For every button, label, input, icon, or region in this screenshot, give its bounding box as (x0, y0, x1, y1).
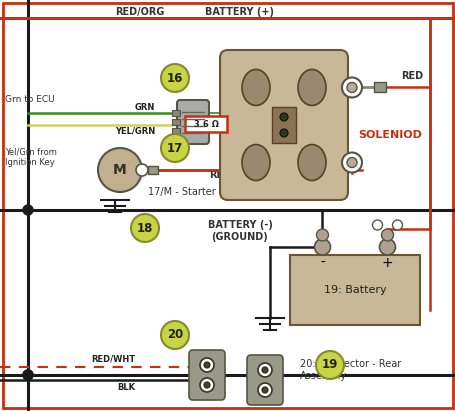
Text: YEL/GRN: YEL/GRN (115, 127, 155, 136)
FancyBboxPatch shape (247, 355, 283, 405)
Text: BLK: BLK (117, 383, 135, 393)
Bar (172, 119, 180, 125)
Text: 16: 16 (167, 72, 183, 85)
Circle shape (200, 358, 213, 372)
Text: BATTERY (+): BATTERY (+) (205, 7, 274, 17)
Circle shape (23, 370, 33, 380)
Text: SOLENIOD: SOLENIOD (357, 130, 421, 140)
Circle shape (316, 229, 328, 241)
Ellipse shape (298, 145, 325, 180)
Circle shape (136, 164, 148, 176)
Text: GRN: GRN (134, 102, 155, 111)
Bar (172, 128, 180, 134)
Circle shape (200, 378, 213, 392)
Circle shape (203, 382, 210, 388)
FancyBboxPatch shape (219, 50, 347, 200)
FancyBboxPatch shape (177, 100, 208, 144)
Circle shape (346, 83, 356, 92)
Ellipse shape (298, 69, 325, 106)
Text: RED: RED (208, 170, 231, 180)
Ellipse shape (242, 69, 269, 106)
Text: +: + (381, 256, 393, 270)
Circle shape (203, 362, 210, 368)
Circle shape (258, 383, 271, 397)
Text: BATTERY (-)
(GROUND): BATTERY (-) (GROUND) (207, 220, 272, 242)
Circle shape (279, 113, 288, 121)
Circle shape (279, 129, 288, 137)
Circle shape (98, 148, 142, 192)
Text: RED/ORG: RED/ORG (115, 7, 164, 17)
Circle shape (258, 363, 271, 377)
Circle shape (161, 64, 188, 92)
Circle shape (346, 157, 356, 168)
Circle shape (161, 321, 188, 349)
Circle shape (314, 239, 330, 255)
Bar (172, 110, 180, 116)
Text: 19: 19 (321, 358, 338, 372)
Text: Yel/Grn from
Ignition Key: Yel/Grn from Ignition Key (5, 147, 57, 167)
Text: 20: Connector - Rear
Assembly: 20: Connector - Rear Assembly (299, 359, 400, 381)
Circle shape (262, 367, 268, 373)
Circle shape (372, 220, 382, 230)
Circle shape (341, 152, 361, 173)
Circle shape (341, 78, 361, 97)
Circle shape (131, 214, 159, 242)
Circle shape (161, 134, 188, 162)
Text: Grn to ECU: Grn to ECU (5, 95, 55, 104)
Bar (185, 116, 227, 132)
Bar (271, 107, 295, 143)
Text: M: M (113, 163, 126, 177)
Bar (289, 255, 419, 325)
Text: 20: 20 (167, 328, 183, 342)
Circle shape (379, 239, 394, 255)
Circle shape (381, 229, 393, 241)
Text: 17/M - Starter Motor: 17/M - Starter Motor (148, 187, 247, 197)
Circle shape (262, 387, 268, 393)
Bar (148, 166, 157, 174)
Bar (373, 83, 385, 92)
Circle shape (392, 220, 402, 230)
Text: 18: 18 (136, 222, 153, 235)
Text: 17: 17 (167, 141, 183, 155)
Circle shape (315, 351, 343, 379)
FancyBboxPatch shape (188, 350, 224, 400)
Text: 19: Battery: 19: Battery (323, 285, 385, 295)
Circle shape (23, 370, 33, 380)
Text: -: - (319, 256, 324, 270)
Circle shape (23, 205, 33, 215)
Ellipse shape (242, 145, 269, 180)
Text: 3.6 Ω: 3.6 Ω (193, 120, 218, 129)
Text: RED/WHT: RED/WHT (91, 355, 135, 363)
Text: RED: RED (400, 72, 422, 81)
